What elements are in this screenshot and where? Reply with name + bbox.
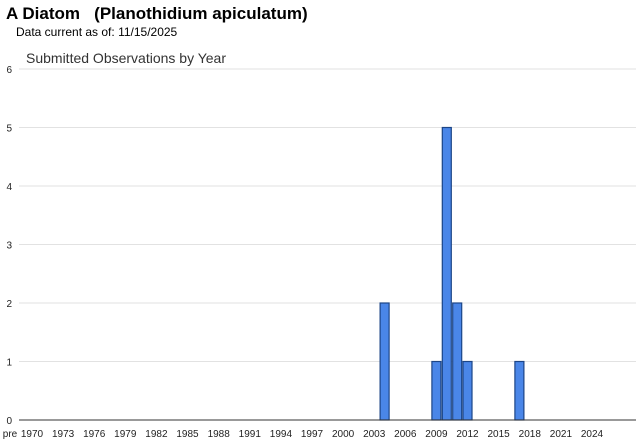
- x-tick-label: 1970: [21, 429, 44, 440]
- bar-2009: [431, 360, 442, 421]
- scientific-name: (Planothidium apiculatum): [94, 4, 308, 23]
- x-tick-label: 1988: [208, 429, 231, 440]
- x-tick-label: 1982: [145, 429, 168, 440]
- x-tick-label: 1991: [239, 429, 262, 440]
- gridlines: [19, 68, 636, 362]
- chart-title: Submitted Observations by Year: [26, 50, 226, 66]
- data-current-label: Data current as of:: [16, 25, 115, 39]
- x-tick-label: 1994: [270, 429, 293, 440]
- x-tick-label: 1976: [83, 429, 106, 440]
- y-tick-label: 2: [6, 299, 12, 310]
- x-tick-label: 2003: [363, 429, 386, 440]
- x-tick-label: 2015: [487, 429, 510, 440]
- x-tick-label: 1979: [114, 429, 137, 440]
- data-current-date: 11/15/2025: [118, 25, 178, 39]
- x-tick-label: 2000: [332, 429, 355, 440]
- y-tick-label: 6: [6, 65, 12, 76]
- x-tick-label: 2009: [425, 429, 448, 440]
- x-tick-label: pre: [3, 429, 18, 440]
- bar-2017: [514, 360, 525, 421]
- x-tick-label: 2006: [394, 429, 417, 440]
- common-name: A Diatom: [6, 4, 80, 23]
- y-tick-label: 3: [6, 241, 12, 252]
- bar-2010: [441, 126, 452, 421]
- page-title: A Diatom (Planothidium apiculatum): [6, 4, 308, 24]
- x-tick-label: 1973: [52, 429, 75, 440]
- y-tick-label: 4: [6, 182, 12, 193]
- x-tick-label: 1985: [176, 429, 199, 440]
- bar-2004: [379, 302, 390, 421]
- x-tick-label: 2018: [519, 429, 542, 440]
- x-tick-label: 2024: [581, 429, 604, 440]
- y-tick-label: 5: [6, 124, 12, 135]
- y-axis-ticks: 0 1 2 3 4 5 6: [6, 65, 12, 427]
- x-axis-ticks: pre 1970 1973 1976 1979 1982 1985 1988 1991 1994 1…: [3, 429, 604, 440]
- bars: [379, 126, 525, 421]
- x-tick-label: 2021: [550, 429, 573, 440]
- x-tick-label: 1997: [301, 429, 324, 440]
- y-tick-label: 1: [6, 358, 12, 369]
- bar-2011: [452, 302, 463, 421]
- y-tick-label: 0: [6, 416, 12, 427]
- bar-2012: [462, 360, 473, 421]
- data-current-note: Data current as of: 11/15/2025: [16, 25, 177, 39]
- x-tick-label: 2012: [456, 429, 479, 440]
